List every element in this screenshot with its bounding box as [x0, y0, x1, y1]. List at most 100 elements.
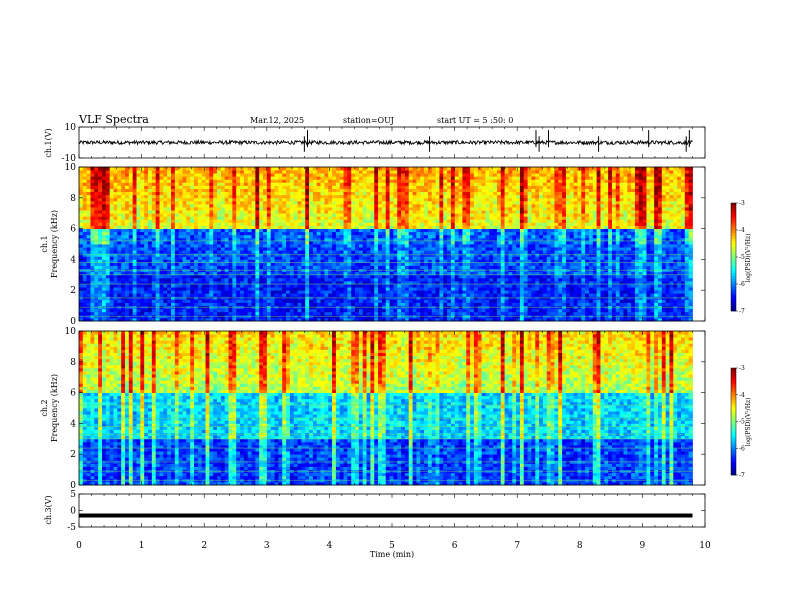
ch1-spectrogram-cell	[132, 290, 137, 294]
ch1-spectrogram-cell	[420, 225, 425, 229]
ch1-spectrogram-cell	[328, 271, 333, 276]
ch1-spectrogram-cell	[358, 311, 364, 316]
ch1-spectrogram-cell	[182, 311, 187, 316]
ch1-spectrogram-cell	[447, 244, 452, 248]
ch1-spectrogram-cell	[205, 287, 210, 291]
ch1-spectrogram-cell	[251, 317, 256, 322]
ch1-spectrogram-cell	[416, 179, 421, 183]
ch1-spectrogram-cell	[247, 302, 252, 306]
ch1-spectrogram-cell	[389, 200, 394, 205]
ch1-spectrogram-cell	[393, 167, 398, 171]
ch1-spectrogram-cell	[412, 280, 417, 285]
ch1-spectrogram-cell	[343, 237, 348, 242]
ch1-spectrogram-cell	[389, 197, 394, 202]
ch1-spectrogram-cell	[190, 256, 195, 260]
ch1-spectrogram-cell	[362, 256, 367, 260]
ch1-spectrogram-cell	[289, 176, 295, 180]
ch1-spectrogram-cell	[355, 170, 360, 174]
ch1-spectrogram-cell	[186, 197, 191, 202]
ch1-spectrogram-cell	[450, 213, 456, 217]
ch1-spectrogram-cell	[378, 277, 383, 282]
ch1-spectrogram-cell	[90, 280, 95, 285]
ch1-spectrogram-cell	[332, 302, 337, 306]
ch1-spectrogram-cell	[128, 287, 134, 291]
ch1-spectrogram-cell	[339, 231, 344, 236]
ch1-spectrogram-cell	[301, 191, 306, 196]
ch1-spectrogram-cell	[397, 228, 402, 233]
ch1-spectrogram-cell	[121, 284, 126, 288]
ch1-spectrogram-cell	[105, 247, 111, 251]
ch1-spectrogram-cell	[240, 280, 245, 285]
ch1-spectrogram-cell	[90, 293, 95, 297]
ch1-spectrogram-cell	[243, 302, 249, 306]
ch1-spectrogram-cell	[416, 200, 421, 205]
ch1-spectrogram-cell	[109, 274, 114, 279]
ch1-spectrogram-cell	[236, 203, 241, 208]
ch1-spectrogram-cell	[401, 302, 406, 306]
ch1-spectrogram-cell	[98, 302, 103, 306]
ch1-spectrogram-cell	[144, 225, 149, 229]
ch1-spectrogram-cell	[458, 311, 463, 316]
ch1-spectrogram-cell	[194, 188, 199, 193]
ch1-spectrogram-cell	[393, 244, 398, 248]
ch1-spectrogram-cell	[148, 231, 153, 236]
ch1-spectrogram-cell	[404, 210, 410, 214]
ch1-spectrogram-cell	[324, 317, 329, 322]
ch1-spectrogram-cell	[305, 265, 310, 270]
ch1-spectrogram-cell	[385, 259, 390, 263]
ch1-spectrogram-cell	[243, 222, 249, 226]
ch1-spectrogram-cell	[355, 179, 360, 183]
ch1-spectrogram-cell	[374, 311, 379, 316]
ch1-spectrogram-cell	[366, 194, 371, 199]
ch1-spectrogram-cell	[408, 308, 413, 313]
ch1-spectrogram-cell	[324, 213, 329, 217]
ch1-spectrogram-cell	[324, 299, 329, 303]
ch1-spectrogram-cell	[270, 271, 275, 276]
ch1-spectrogram-cell	[178, 203, 183, 208]
ch1-spectrogram-cell	[163, 222, 168, 226]
ch1-spectrogram-cell	[278, 197, 283, 202]
ch1-spectrogram-cell	[243, 213, 249, 217]
ch1-spectrogram-cell	[266, 250, 272, 254]
ch1-spectrogram-cell	[389, 219, 394, 223]
ch1-spectrogram-cell	[339, 262, 344, 266]
ch1-spectrogram-cell	[351, 290, 356, 294]
ch1-spectrogram-cell	[136, 216, 141, 220]
ch1-spectrogram-cell	[439, 231, 444, 236]
ch1-spectrogram-cell	[420, 311, 425, 316]
ch1-spectrogram-cell	[305, 231, 310, 236]
ch1-spectrogram-cell	[174, 299, 180, 303]
ch1-spectrogram-cell	[416, 225, 421, 229]
ch1-spectrogram-cell	[247, 280, 252, 285]
ch1-spectrogram-cell	[243, 216, 249, 220]
ch1-spectrogram-cell	[427, 216, 433, 220]
ch1-spectrogram-cell	[297, 240, 302, 245]
ch1-spectrogram-cell	[305, 240, 310, 245]
ch1-spectrogram-cell	[263, 200, 268, 205]
ch1-spectrogram-cell	[190, 299, 195, 303]
ch1-spectrogram-cell	[132, 317, 137, 322]
ch1-spectrogram-cell	[102, 231, 107, 236]
ch1-spectrogram-cell	[401, 234, 406, 239]
ch1-spectrogram-cell	[358, 256, 364, 260]
ch1-spectrogram-cell	[148, 274, 153, 279]
ch1-spectrogram-cell	[209, 287, 214, 291]
ch1-spectrogram-cell	[217, 170, 222, 174]
ch1-spectrogram-cell	[427, 237, 433, 242]
ch1-spectrogram-cell	[278, 308, 283, 313]
ch1-spectrogram-cell	[431, 167, 436, 171]
ch1-spectrogram-cell	[94, 317, 99, 322]
ch1-spectrogram-cell	[385, 207, 390, 211]
ch1-spectrogram-cell	[163, 194, 168, 199]
ch1-spectrogram-cell	[224, 234, 229, 239]
ch1-spectrogram-cell	[358, 173, 364, 177]
ch1-spectrogram-cell	[113, 299, 118, 303]
ch1-spectrogram-cell	[90, 277, 95, 282]
ch1-spectrogram-cell	[251, 280, 256, 285]
ch1-spectrogram-cell	[378, 179, 383, 183]
ch1-spectrogram-cell	[343, 271, 348, 276]
ch1-spectrogram-cell	[316, 194, 321, 199]
ch1-spectrogram-cell	[98, 188, 103, 193]
ch1-spectrogram-cell	[240, 302, 245, 306]
ch1-spectrogram-cell	[435, 194, 440, 199]
